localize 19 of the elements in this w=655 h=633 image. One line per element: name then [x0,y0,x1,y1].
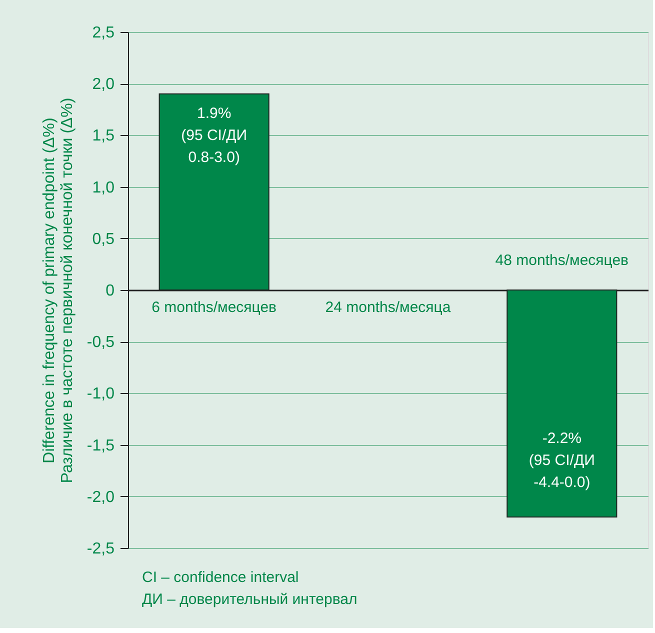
y-tick-label: 2,5 [92,24,115,42]
y-tick-label: 0,5 [92,230,115,248]
y-tick-label: 2,0 [92,76,115,94]
y-tick-label: -1,5 [86,437,115,454]
y-tick-label: -0,5 [86,334,115,352]
data-label: -2.2% (95 CI/ДИ -4.4-0.0) [528,430,595,492]
y-axis-title: Difference in frequency of primary endpoint (Δ%) Различие в частоте первичной конечной точки (Δ%) [40,98,76,484]
y-tick-label: 1,0 [92,179,115,196]
text: CI – confidence interval [142,569,299,586]
y-tick-label: -2,0 [86,488,115,506]
y-tick-label: 0 [106,282,115,300]
y-tick-label: -2,5 [86,540,115,558]
data-label: 1.9% (95 CI/ДИ 0.8-3.0) [181,104,248,166]
y-tick-label: 1,5 [92,128,115,145]
x-tick-label: 6 months/месяцев [152,299,277,316]
text: ДИ – доверительный интервал [142,591,358,608]
y-tick-label: -1,0 [86,386,115,403]
x-tick-label: 48 months/месяцев [495,252,629,269]
x-tick-label: 24 months/месяца [325,299,452,316]
